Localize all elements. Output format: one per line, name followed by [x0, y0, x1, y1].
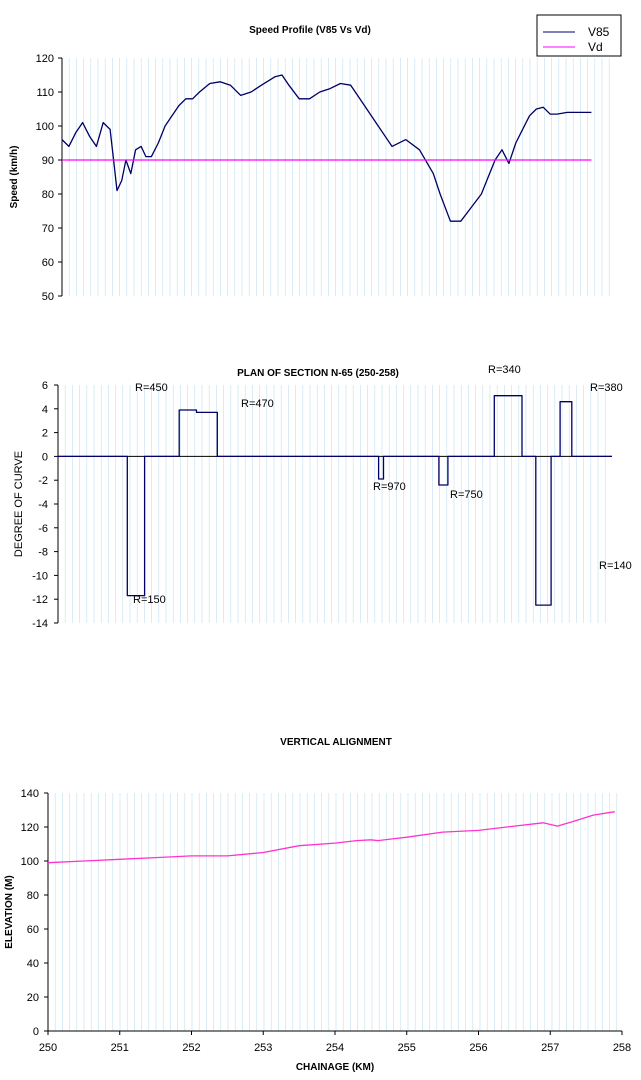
y-tick-label: 0 — [33, 1026, 39, 1038]
y-tick-label: -12 — [32, 594, 48, 606]
speed-chart-y-ticks: 50 60 70 80 90 100 110 120 — [36, 53, 62, 303]
y-tick-label: -6 — [38, 523, 48, 535]
x-tick-label: 253 — [254, 1042, 272, 1054]
speed-chart-ylabel: Speed (km/h) — [9, 146, 20, 209]
x-tick-label: 256 — [469, 1042, 487, 1054]
x-tick-label: 252 — [182, 1042, 200, 1054]
annotation-r750: R=750 — [450, 489, 483, 501]
series-line-0 — [47, 811, 615, 864]
y-tick-label: 140 — [21, 788, 39, 800]
plan-chart-grid — [58, 385, 612, 623]
plan-chart-title: PLAN OF SECTION N-65 (250-258) — [237, 368, 399, 379]
series-line-0 — [58, 395, 612, 606]
x-tick-label: 250 — [39, 1042, 57, 1054]
plan-chart-y-ticks: -14 -12 -10 -8 -6 -4 -2 0 2 4 6 — [32, 380, 58, 630]
vertical-chart-x-ticks: 250 251 252 253 254 255 256 257 258 — [39, 1031, 631, 1054]
vertical-chart-grid — [54, 793, 618, 1031]
y-tick-label: -14 — [32, 618, 48, 630]
y-tick-label: 80 — [42, 189, 54, 201]
vertical-chart-xlabel: CHAINAGE (KM) — [296, 1062, 374, 1073]
y-tick-label: 4 — [42, 404, 48, 416]
plan-chart-ylabel: DEGREE OF CURVE — [13, 451, 25, 557]
y-tick-label: 2 — [42, 428, 48, 440]
speed-profile-chart: Speed Profile (V85 Vs Vd) 50 60 70 80 90 100 1… — [9, 14, 622, 303]
y-tick-label: -2 — [38, 475, 48, 487]
plan-chart-series — [58, 395, 612, 606]
x-tick-label: 251 — [111, 1042, 129, 1054]
x-tick-label: 254 — [326, 1042, 344, 1054]
y-tick-label: 120 — [36, 53, 54, 65]
plan-chart-annotations: R=450 R=470 R=150 R=970 R=750 R=340 R=38… — [133, 364, 632, 606]
annotation-r140: R=140 — [599, 560, 632, 572]
annotation-r150: R=150 — [133, 594, 166, 606]
legend-box — [536, 14, 622, 57]
annotation-r450: R=450 — [135, 382, 168, 394]
y-tick-label: 120 — [21, 822, 39, 834]
y-tick-label: -10 — [32, 570, 48, 582]
y-tick-label: 90 — [42, 155, 54, 167]
vertical-chart-title: VERTICAL ALIGNMENT — [280, 737, 392, 748]
y-tick-label: 60 — [27, 924, 39, 936]
x-tick-label: 255 — [398, 1042, 416, 1054]
series-v85 — [61, 74, 592, 222]
x-tick-label: 258 — [613, 1042, 631, 1054]
speed-chart-title: Speed Profile (V85 Vs Vd) — [249, 25, 371, 36]
speed-chart-grid — [68, 58, 610, 296]
y-tick-label: 80 — [27, 890, 39, 902]
annotation-r340: R=340 — [488, 364, 521, 376]
annotation-r970: R=970 — [373, 481, 406, 493]
x-tick-label: 257 — [541, 1042, 559, 1054]
y-tick-label: 70 — [42, 223, 54, 235]
y-tick-label: 60 — [42, 257, 54, 269]
y-tick-label: 100 — [36, 121, 54, 133]
y-tick-label: 100 — [21, 856, 39, 868]
annotation-r470: R=470 — [241, 398, 274, 410]
y-tick-label: 110 — [36, 87, 54, 99]
legend-vd-label: Vd — [588, 40, 603, 54]
vertical-chart-series — [47, 811, 615, 864]
speed-chart-series — [61, 74, 592, 222]
annotation-r380: R=380 — [590, 382, 623, 394]
vertical-chart-y-ticks: 0 20 40 60 80 100 120 140 — [21, 788, 48, 1038]
plan-of-section-chart: PLAN OF SECTION N-65 (250-258) -14 -12 -10… — [13, 364, 632, 630]
vertical-chart-ylabel: ELEVATION (M) — [4, 875, 15, 949]
y-tick-label: 6 — [42, 380, 48, 392]
speed-chart-legend: V85 Vd — [536, 14, 622, 57]
y-tick-label: -8 — [38, 547, 48, 559]
y-tick-label: -4 — [38, 499, 48, 511]
y-tick-label: 0 — [42, 451, 48, 463]
y-tick-label: 50 — [42, 291, 54, 303]
vertical-alignment-chart: VERTICAL ALIGNMENT 0 20 40 60 80 100 120 140 25… — [4, 737, 631, 1073]
legend-v85-label: V85 — [588, 25, 610, 39]
y-tick-label: 40 — [27, 958, 39, 970]
y-tick-label: 20 — [27, 992, 39, 1004]
